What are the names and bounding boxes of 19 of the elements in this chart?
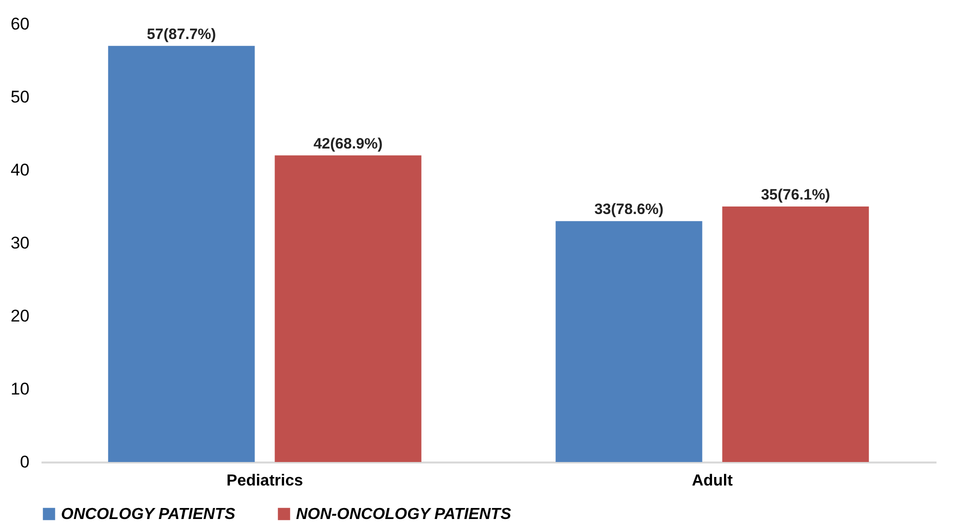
x-tick-label: Pediatrics (226, 472, 304, 490)
bar (556, 221, 702, 462)
bar (108, 46, 255, 462)
legend-label: ONCOLOGY PATIENTS (61, 506, 236, 523)
y-tick-label: 10 (10, 380, 30, 398)
y-tick-label: 50 (10, 88, 30, 106)
y-tick-label: 60 (10, 14, 30, 34)
legend-label: NON-ONCOLOGY PATIENTS (296, 506, 512, 523)
y-tick-label: 30 (10, 234, 30, 252)
x-tick-label: Adult (692, 472, 734, 490)
data-label: 42(68.9%) (313, 135, 383, 152)
y-tick-label: 20 (10, 306, 30, 326)
data-label: 33(78.6%) (594, 201, 664, 218)
data-label: 35(76.1%) (760, 186, 830, 204)
bar (274, 155, 422, 462)
y-tick-label: 0 (20, 452, 30, 472)
y-tick-label: 40 (10, 160, 30, 180)
data-label: 57(87.7%) (146, 26, 216, 43)
bar (722, 206, 869, 462)
